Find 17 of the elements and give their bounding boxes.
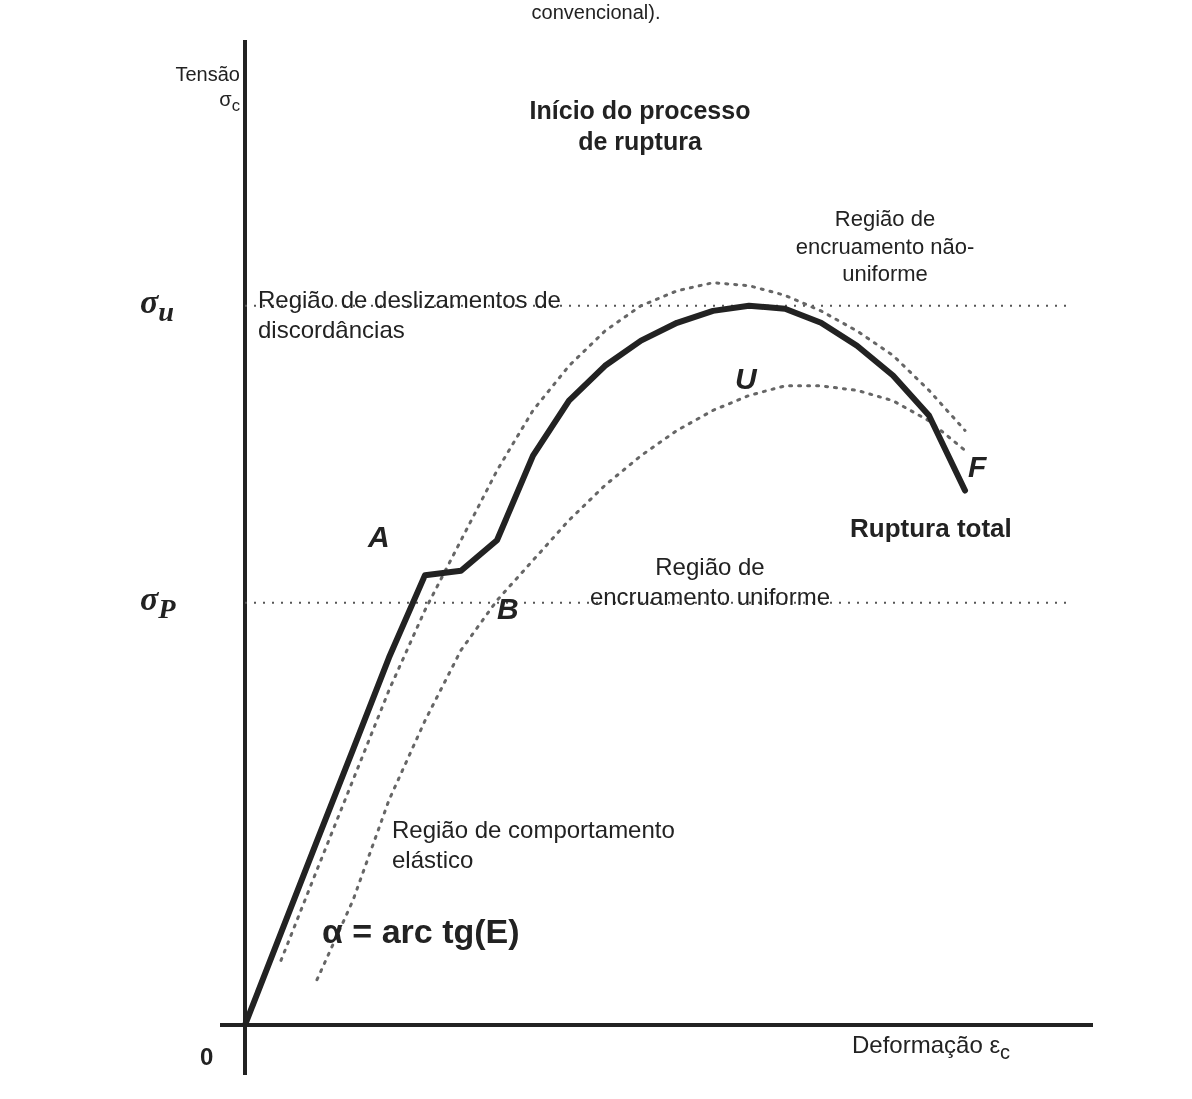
- annotation: Região de encruamento não-uniforme: [794, 205, 976, 288]
- annotation: Região de deslizamentos de discordâncias: [258, 285, 562, 345]
- annotation: Região de encruamento uniforme: [588, 552, 832, 612]
- annotation: Região de comportamento elástico: [392, 815, 676, 875]
- annotation: A: [368, 519, 390, 555]
- annotation: F: [968, 449, 987, 485]
- annotation: U: [735, 361, 757, 397]
- x-axis-title: Deformação ε$_{c}$: [852, 1030, 1011, 1065]
- text: Tensão σ$_{c}$: [174, 62, 240, 117]
- ref-line-label: σ$_{u}$: [140, 281, 175, 329]
- ref-line-label: σ$_{P}$: [140, 578, 176, 626]
- text: 0: [200, 1042, 214, 1072]
- text: Início do processo de ruptura: [528, 95, 752, 158]
- annotation: α = arc tg(E): [322, 911, 520, 952]
- annotation: B: [497, 591, 519, 627]
- chart-title: convencional).: [530, 0, 662, 25]
- annotation: Ruptura total: [850, 512, 1012, 545]
